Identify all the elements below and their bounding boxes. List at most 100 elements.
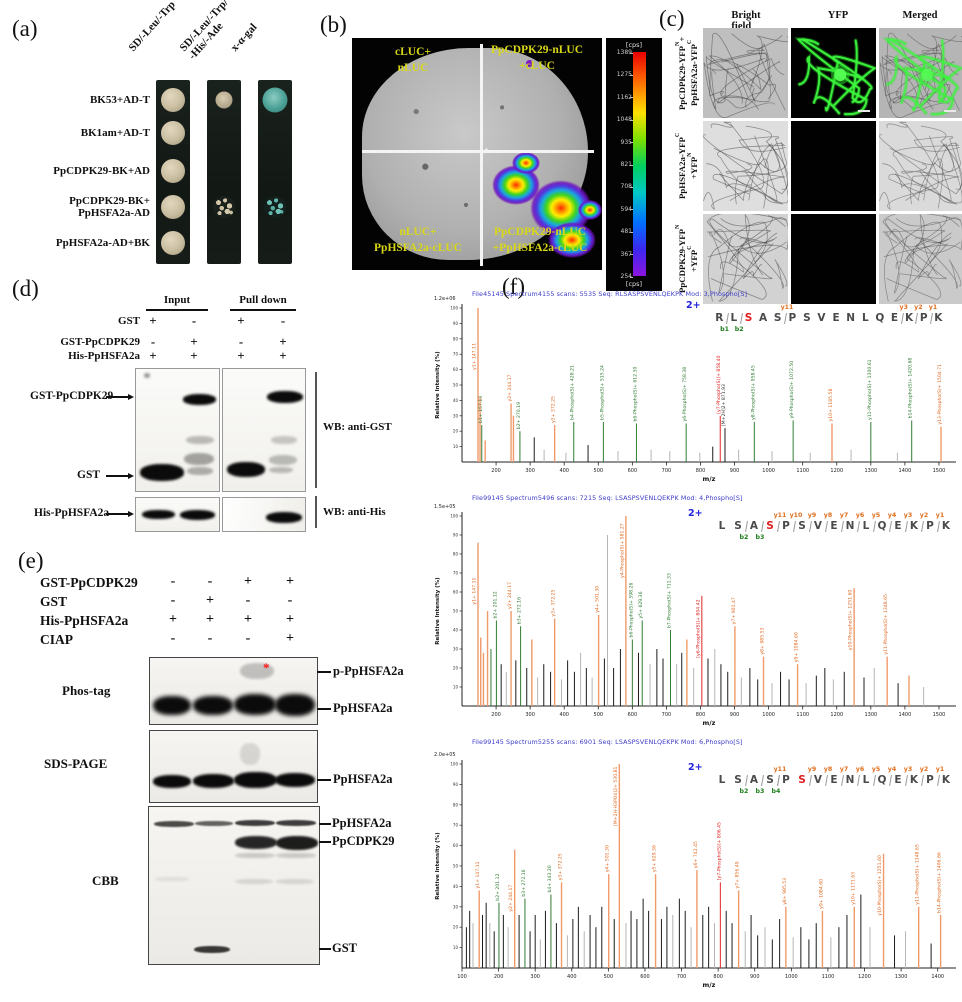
condition-value: + [244,612,252,627]
yeast-colony-spot [161,231,185,255]
spectrum-plot: 1.5e+05 10 20 30 40 50 60 70 80 90 100 200 300 400 500… [434,504,956,727]
gel-sds-page [149,730,318,803]
condition-value: - [207,631,213,646]
spectrum-text: Relative Intensity (%) [435,351,441,419]
spectrum-text: 50 [453,383,459,388]
spectrum-text: 1500 [933,712,946,718]
condition-value: - [170,593,176,608]
spectrum-text: y1+ 147.11 [472,343,478,370]
leaf-quadrant-label: cLUC+ nLUC [395,44,431,76]
band-gst [227,462,265,477]
condition-value: + [244,574,252,589]
colorbar-tick-mark [630,52,633,54]
condition-value: - [207,574,213,589]
y2h-row-label-line: BK1am+AD-T [80,127,150,139]
spectrum-text: y10+ 1171.63 [850,872,856,905]
spectrum-text: y2+ 244.17 [508,885,514,912]
spectrum-text: 100 [457,974,467,980]
colorbar-tick-value: 1389 [616,49,632,56]
yeast-colony-spot [161,121,185,145]
yeast-colony-spot [215,91,233,109]
band-faint [187,467,213,475]
y2h-row-label-line: PpHSFA2a-AD [78,207,150,219]
spectrum-text: m/z [703,475,716,483]
condition-label: GST-PpCDPK29 [60,336,140,348]
bifc-merged-image-row3 [879,214,962,304]
spectrum-text: 700 [662,468,672,474]
leaf-quadrant-label-line: PpCDPK29-nLUC [490,44,584,56]
spectrum-text: 20 [453,666,459,671]
spectrum-text: y4+ 501.30 [605,845,611,872]
leaf-quadrant-label-line: PpHSFA2a-cLUC [374,242,462,254]
spectrum-text: y13-Phospho(S)+ 1504.71 [937,364,943,425]
condition-value: - [170,574,176,589]
spectrum-text: b4-Phospho(S)+ 428.21 [570,365,576,420]
band-gst-ppcdpk29 [183,394,216,405]
colorbar-tick-mark [630,164,633,166]
colorbar-tick-mark [630,142,633,144]
blot-pulldown-his [222,497,306,532]
band-faint [235,879,273,884]
gel-label-cbb: CBB [92,873,119,888]
spectrum-text: 200 [491,468,501,474]
spectrum-text: 1400 [931,974,944,980]
spectrum-text: 10 [453,685,459,690]
leaf-quadrant-label: PpCDPK29-nLUC +cLUC [491,42,583,74]
arrow-line [106,396,128,398]
spectrum-text: Relative Intensity (%) [435,577,441,645]
blot-input-his [135,497,220,532]
band-cdpk29 [276,836,318,850]
spectrum-text: 300 [525,712,535,718]
condition-value: + [206,593,214,608]
y2h-row-label-line: PpCDPK29-BK+ [69,195,150,207]
leaf-quadrant-label: PpCDPK29-nLUC +PpHSFA2a-cLUC [493,224,588,256]
spectrum-text: 100 [450,762,458,767]
spectrum-text: 1300 [864,712,877,718]
band-label-his-pphsfa2a: His-PpHSFA2a [34,507,110,519]
panel-a-yeast-two-hybrid: SD/-Leu/-Trp SD/-Leu/-Trp/-His/-Ade x-α-ga… [0,0,320,275]
bifc-row-label: PpHSFA2a-YFPC [675,132,687,200]
spectrum-text: y1+ 147.11 [475,861,481,888]
spectrum-header: File45145 Spectrum4155 scans: 5535 Seq: … [472,290,748,298]
cell-texture [791,121,876,211]
spectrum-text: 1100 [822,974,835,980]
spectrum-text: 1300 [895,974,908,980]
band-his [180,510,215,520]
band [193,696,233,715]
band-label-gst: GST [77,469,101,481]
bifc-column-header: Merged [902,10,938,21]
spectrum-text: 1100 [796,712,809,718]
group-header: Pull down [239,294,287,306]
spectrum-text: 600 [628,468,638,474]
condition-value: + [286,631,294,646]
cell-texture [703,32,788,118]
spectrum-text: 200 [491,712,501,718]
blot-pulldown [222,368,306,492]
spectrum-text: 60 [453,367,459,372]
band-his [266,512,302,523]
spectrum-header: File99145 Spectrum5255 scans: 6901 Seq: … [472,738,743,746]
agar-plate-strip [207,80,241,264]
spectrum-text: 50 [453,609,459,614]
dash [319,823,331,825]
condition-value: + [237,348,245,363]
cell-texture [706,214,788,302]
spectrum-text: 70 [453,571,459,576]
leaf-quadrant-label-line: +cLUC [519,60,555,72]
colorbar-tick-mark [630,276,633,278]
colorbar-box: [cps] [cps] 1389 1275 1162 1048 935 821 708 594… [606,38,662,291]
bifc-brightfield-image-row1 [703,28,788,118]
spectrum-text: 1200 [830,712,843,718]
colorbar-tick-mark [630,97,633,99]
bifc-merged-image-row1 [879,28,962,118]
group-underline [146,309,208,311]
spectrum-text: y9+ 1084.60 [818,879,824,909]
leaf-quadrant-label-line: +PpHSFA2a-cLUC [492,242,588,254]
band-cdpk29 [235,836,277,849]
cell-texture [703,121,788,210]
bifc-yfp-image-row3 [791,214,876,304]
panel-e-label: (e) [18,548,44,573]
spectrum-text: 90 [453,533,459,538]
spectrum-text: [y7-Phospho(S)]+ 858.40 [716,355,722,413]
